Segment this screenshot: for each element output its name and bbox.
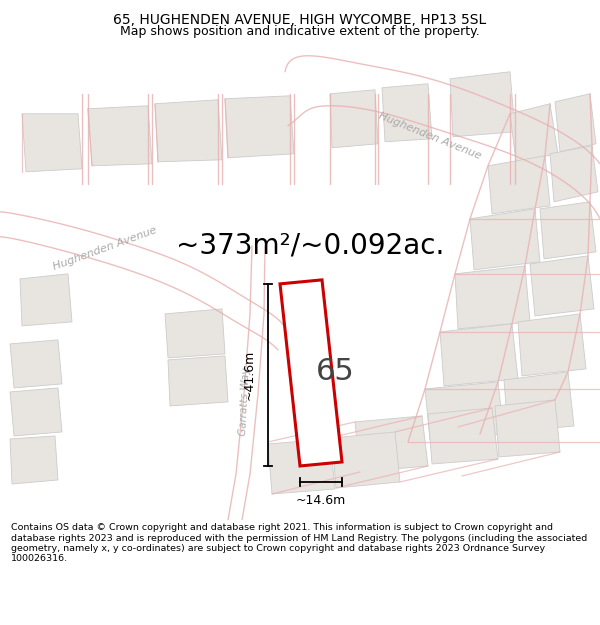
Text: Hughenden Avenue: Hughenden Avenue [52, 226, 158, 272]
Polygon shape [510, 104, 558, 162]
Polygon shape [168, 356, 228, 406]
Polygon shape [450, 72, 515, 137]
Polygon shape [370, 54, 600, 154]
Polygon shape [428, 408, 498, 464]
Polygon shape [455, 266, 530, 329]
Polygon shape [440, 324, 518, 386]
Polygon shape [470, 209, 540, 270]
Text: Garratts Way: Garratts Way [238, 368, 252, 436]
Polygon shape [332, 432, 400, 488]
Polygon shape [88, 106, 152, 166]
Polygon shape [540, 202, 596, 259]
Polygon shape [155, 100, 222, 162]
Text: Map shows position and indicative extent of the property.: Map shows position and indicative extent… [120, 24, 480, 38]
Polygon shape [280, 280, 342, 466]
Polygon shape [268, 439, 335, 494]
Polygon shape [425, 382, 504, 440]
Polygon shape [555, 94, 596, 152]
Polygon shape [530, 256, 594, 316]
Text: ~14.6m: ~14.6m [296, 494, 346, 507]
Polygon shape [220, 249, 268, 520]
Polygon shape [225, 96, 294, 158]
Polygon shape [10, 436, 58, 484]
Text: Contains OS data © Crown copyright and database right 2021. This information is : Contains OS data © Crown copyright and d… [11, 523, 587, 563]
Polygon shape [165, 309, 225, 358]
Text: Hughenden Avenue: Hughenden Avenue [377, 111, 483, 161]
Polygon shape [10, 388, 62, 436]
Polygon shape [355, 416, 428, 472]
Polygon shape [382, 84, 432, 142]
Text: 65: 65 [316, 357, 355, 386]
Polygon shape [550, 146, 598, 202]
Polygon shape [10, 340, 62, 388]
Polygon shape [0, 209, 285, 346]
Text: ~41.6m: ~41.6m [243, 350, 256, 400]
Polygon shape [518, 314, 586, 376]
Polygon shape [20, 274, 72, 326]
Polygon shape [495, 400, 560, 457]
Polygon shape [330, 90, 378, 148]
Text: ~373m²/~0.092ac.: ~373m²/~0.092ac. [176, 232, 444, 260]
Text: 65, HUGHENDEN AVENUE, HIGH WYCOMBE, HP13 5SL: 65, HUGHENDEN AVENUE, HIGH WYCOMBE, HP13… [113, 13, 487, 28]
Polygon shape [504, 372, 574, 432]
Polygon shape [488, 156, 550, 214]
Polygon shape [285, 53, 600, 239]
Polygon shape [22, 114, 82, 172]
